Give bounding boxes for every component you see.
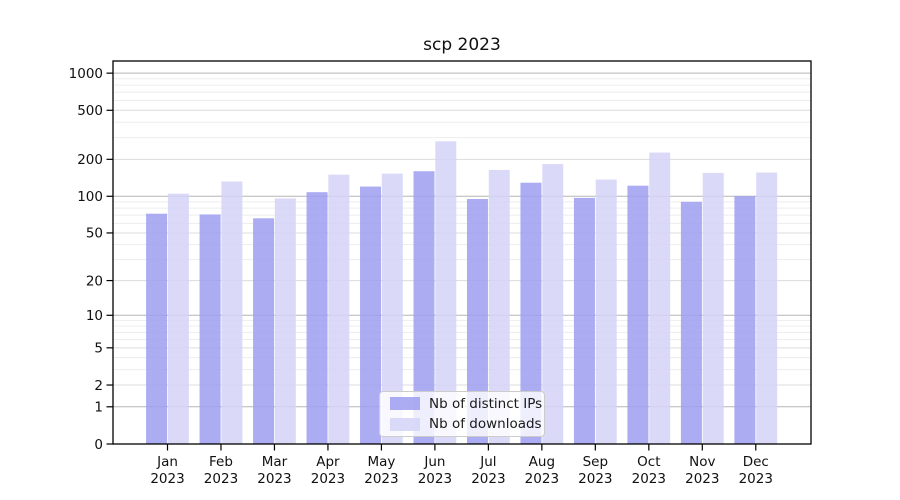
x-tick-label-month: Oct: [637, 454, 660, 470]
y-tick-label: 100: [77, 189, 103, 205]
bar-distinct-ips: [520, 182, 542, 444]
y-tick-label: 5: [94, 341, 103, 357]
bar-distinct-ips: [734, 196, 756, 444]
x-tick-label-year: 2023: [364, 471, 398, 487]
legend-item-downloads: Nb of downloads: [390, 416, 542, 434]
bar-downloads: [328, 174, 350, 444]
bar-downloads: [702, 172, 724, 444]
x-tick-label-year: 2023: [204, 471, 238, 487]
bar-downloads: [274, 198, 296, 444]
bar-downloads: [542, 164, 564, 444]
y-tick-label: 2: [94, 378, 103, 394]
bar-downloads: [756, 172, 778, 445]
x-tick-label-month: Jun: [423, 454, 445, 470]
bar-downloads: [649, 152, 671, 444]
x-tick-label-year: 2023: [632, 471, 666, 487]
y-tick-label: 200: [77, 152, 103, 168]
y-tick-label: 20: [86, 273, 103, 289]
x-tick-label-year: 2023: [150, 471, 184, 487]
x-tick-label-month: Mar: [262, 454, 288, 470]
bar-distinct-ips: [253, 218, 275, 444]
bar-distinct-ips: [466, 198, 488, 444]
y-tick-label: 500: [77, 103, 103, 119]
x-tick-label-year: 2023: [685, 471, 719, 487]
bar-distinct-ips: [627, 185, 649, 444]
x-tick-label-year: 2023: [418, 471, 452, 487]
legend-label-downloads: Nb of downloads: [429, 416, 542, 433]
legend-item-distinct-ips: Nb of distinct IPs: [390, 395, 542, 413]
x-tick-label-year: 2023: [578, 471, 612, 487]
bar-downloads: [488, 169, 510, 444]
x-tick-label-year: 2023: [739, 471, 773, 487]
y-tick-label: 10: [86, 308, 103, 324]
x-tick-label-month: Feb: [209, 454, 233, 470]
chart-title: scp 2023: [423, 35, 501, 55]
x-tick-label-year: 2023: [257, 471, 291, 487]
x-tick-label-month: Jan: [156, 454, 178, 470]
bar-downloads: [435, 141, 457, 444]
bar-distinct-ips: [199, 214, 221, 444]
y-tick-label: 1: [94, 400, 103, 416]
bar-downloads: [221, 181, 243, 444]
bar-distinct-ips: [360, 186, 382, 444]
bar-downloads: [381, 173, 403, 444]
x-tick-label-month: Nov: [689, 454, 715, 470]
y-tick-label: 1000: [69, 66, 103, 82]
bar-distinct-ips: [146, 213, 168, 444]
x-tick-label-year: 2023: [525, 471, 559, 487]
bar-distinct-ips: [306, 192, 328, 444]
legend-swatch-distinct-ips: [390, 397, 420, 411]
legend-label-distinct-ips: Nb of distinct IPs: [429, 395, 543, 412]
bar-distinct-ips: [573, 197, 595, 444]
x-tick-label-month: Sep: [583, 454, 608, 470]
bar-distinct-ips: [413, 171, 435, 444]
y-tick-label: 50: [86, 226, 103, 242]
bar-downloads: [595, 179, 617, 445]
bar-downloads: [167, 193, 189, 444]
y-tick-label: 0: [94, 437, 103, 453]
x-tick-label-year: 2023: [311, 471, 345, 487]
x-tick-label-month: Apr: [316, 454, 340, 470]
plot-border: [112, 60, 812, 445]
x-tick-label-month: May: [367, 454, 395, 470]
legend: Nb of distinct IPs Nb of downloads: [379, 391, 545, 437]
x-tick-label-month: Dec: [743, 454, 769, 470]
x-tick-label-year: 2023: [471, 471, 505, 487]
bar-distinct-ips: [680, 201, 702, 444]
x-tick-label-month: Jul: [479, 454, 496, 470]
legend-swatch-downloads: [390, 417, 420, 431]
x-tick-label-month: Aug: [529, 454, 555, 470]
